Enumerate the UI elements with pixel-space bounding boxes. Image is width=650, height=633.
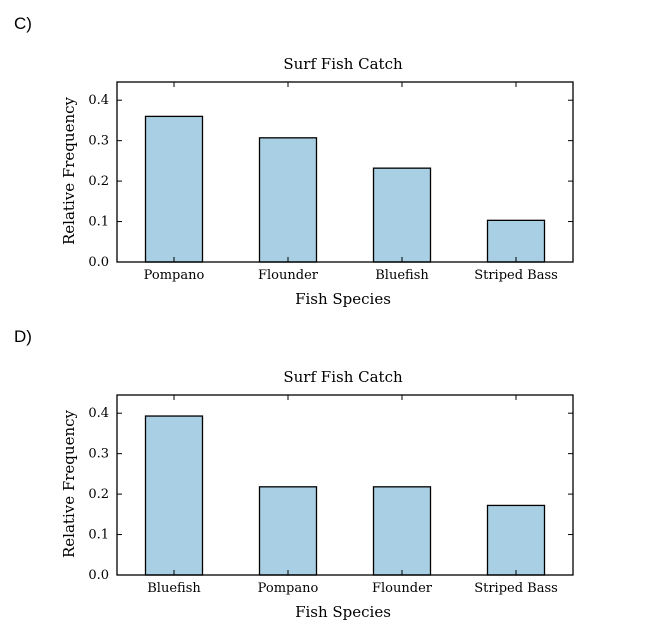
y-tick-label: 0.1 <box>88 528 109 543</box>
chart-title: Surf Fish Catch <box>283 368 403 386</box>
x-tick-label: Striped Bass <box>474 268 558 283</box>
bar-chart-d: Surf Fish Catch Relative Frequency Fish … <box>60 368 574 621</box>
y-tick-label: 0.0 <box>88 568 109 583</box>
y-tick-label: 0.0 <box>88 255 109 270</box>
option-label-c: C) <box>14 14 32 33</box>
y-axis-label: Relative Frequency <box>60 409 78 558</box>
x-tick-label: Flounder <box>372 581 433 596</box>
y-tick-label: 0.3 <box>88 447 109 462</box>
y-axis-label: Relative Frequency <box>60 96 78 245</box>
bar-pompano <box>258 486 318 576</box>
bar-chart-c: Surf Fish Catch Relative Frequency Fish … <box>60 55 574 308</box>
bar-bluefish <box>372 167 432 263</box>
bar-pompano <box>144 115 204 263</box>
plot-frame <box>116 394 574 576</box>
bar-striped-bass <box>486 504 546 576</box>
bar-bluefish <box>144 415 204 576</box>
y-tick-label: 0.1 <box>88 215 109 230</box>
y-tick-label: 0.2 <box>88 487 109 502</box>
y-tick-label: 0.4 <box>88 93 109 108</box>
x-axis-label: Fish Species <box>295 603 391 621</box>
x-tick-label: Flounder <box>258 268 319 283</box>
x-tick-label: Pompano <box>258 581 319 596</box>
chart-title: Surf Fish Catch <box>283 55 403 73</box>
y-tick-label: 0.4 <box>88 406 109 421</box>
x-tick-label: Pompano <box>144 268 205 283</box>
bar-flounder <box>258 137 318 263</box>
bar-flounder <box>372 486 432 576</box>
x-tick-label: Striped Bass <box>474 581 558 596</box>
y-tick-label: 0.2 <box>88 174 109 189</box>
x-tick-label: Bluefish <box>375 268 429 283</box>
plot-frame <box>116 81 574 263</box>
option-label-d: D) <box>14 327 32 346</box>
bar-striped-bass <box>486 219 546 263</box>
y-tick-label: 0.3 <box>88 134 109 149</box>
x-axis-label: Fish Species <box>295 290 391 308</box>
x-tick-label: Bluefish <box>147 581 201 596</box>
